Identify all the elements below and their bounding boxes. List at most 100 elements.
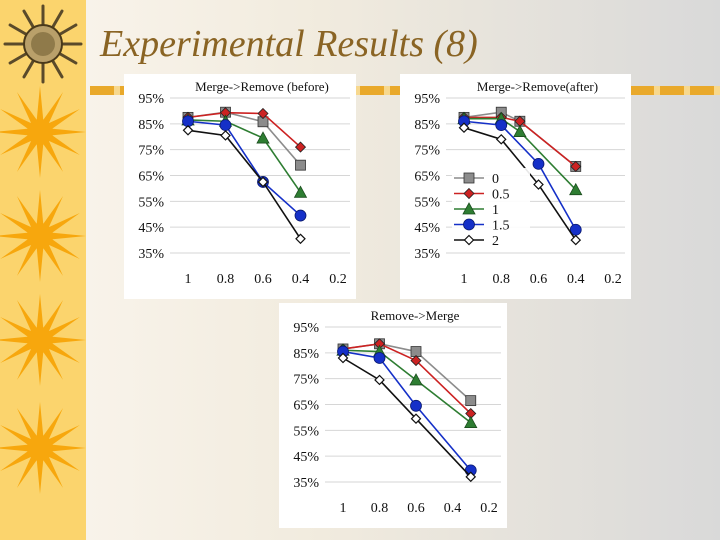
x-tick-label: 0.4 [444,501,462,516]
x-tick-label: 1 [461,272,468,287]
chart-title: Merge->Remove(after) [477,79,598,94]
data-point [464,415,478,428]
data-point [220,130,231,141]
data-point [219,119,232,132]
legend-marker [462,202,476,215]
x-tick-label: 0.8 [493,272,511,287]
series-line [342,342,472,415]
y-tick-label: 85% [414,118,440,133]
x-tick-label: 0.8 [371,501,389,516]
series-s0 [182,106,306,171]
sun-icon [0,402,86,494]
decorative-icon-column [0,4,86,494]
data-point [373,352,386,364]
data-point [295,159,306,171]
data-point [294,209,307,222]
legend-marker [463,172,475,184]
series-line [187,119,302,193]
series-line [342,350,472,471]
y-tick-label: 65% [138,170,164,185]
y-tick-label: 45% [138,221,164,236]
series-line [187,111,302,148]
legend-marker [463,187,475,200]
chart-panel-merge-remove-before: Merge->Remove (before) 95% 85% 75% 65% 55% 45%… [124,74,356,299]
data-point [294,141,307,153]
x-tick-label: 0.4 [292,272,310,287]
line-chart-1: Merge->Remove(after) 95% 85% 75% 65% 55% 45% 35… [414,79,625,287]
series-s2 [182,124,306,245]
series-s1 [181,113,308,198]
legend-label: 1 [492,203,499,218]
x-tick-label: 1 [340,501,347,516]
data-point [570,160,582,173]
y-tick-label: 95% [293,321,319,336]
legend-label: 0 [492,172,499,187]
legend-label: 2 [492,234,499,249]
line-chart-2: Remove->Merge 95% 85% 75% 65% 55% 45% 35% 1 0.8 0.… [293,308,501,516]
data-point [374,374,385,386]
y-tick-label: 55% [293,424,319,439]
x-tick-label: 0.8 [217,272,235,287]
x-tick-label: 0.6 [254,272,272,287]
data-point [182,124,194,136]
y-tick-label: 45% [293,450,319,465]
data-point [409,373,423,386]
series-line [187,120,302,217]
y-tick-label: 65% [414,170,440,185]
x-tick-label: 0.6 [530,272,548,287]
x-tick-label: 0.2 [329,272,347,287]
series-line [463,120,577,231]
data-point [410,399,422,412]
legend-label: 0.5 [492,188,510,203]
y-tick-label: 55% [138,195,164,210]
chart-title: Merge->Remove (before) [195,79,329,94]
x-tick-label: 0.2 [604,272,622,287]
sun-icon [0,294,86,386]
series-s15 [337,345,477,477]
series-line [342,357,472,478]
coin-icon [3,4,83,84]
chart-panel-merge-remove-after: Merge->Remove(after) 95% 85% 75% 65% 55% 45% 35… [400,74,631,299]
data-point [410,413,422,425]
y-tick-label: 55% [414,195,440,210]
data-point [295,233,306,245]
data-point [513,124,527,137]
x-tick-label: 1 [185,272,192,287]
data-point [410,355,422,367]
series-line [342,349,472,424]
x-tick-label: 0.6 [407,501,425,516]
data-point [495,119,508,132]
y-tick-label: 35% [293,476,319,491]
x-tick-label: 0.2 [480,501,498,516]
series-line [463,126,577,241]
y-tick-label: 85% [293,347,319,362]
legend-marker [463,218,475,231]
y-tick-label: 65% [293,399,319,414]
data-point [495,133,507,145]
series-line [464,116,577,168]
sun-icon [0,86,86,178]
y-tick-label: 35% [138,247,164,262]
data-point [465,395,477,407]
data-point [458,122,470,134]
chart-panel-remove-merge: Remove->Merge 95% 85% 75% 65% 55% 45% 35% 1 0.8 0.… [279,303,507,528]
data-point [570,234,582,246]
data-point [532,157,545,170]
series-s15 [182,115,307,222]
line-chart-0: Merge->Remove (before) 95% 85% 75% 65% 55% 45%… [138,79,350,287]
y-tick-label: 75% [138,144,164,159]
data-point [533,179,544,190]
sun-icon [0,190,86,282]
data-point [257,107,269,120]
y-tick-label: 35% [414,247,440,262]
y-tick-label: 85% [138,118,164,133]
y-tick-label: 45% [414,221,440,236]
data-point [465,471,477,483]
series-line [464,117,577,191]
legend-label: 1.5 [492,219,510,234]
data-point [337,352,349,364]
series-s2 [458,122,582,246]
data-point [257,176,269,188]
data-point [293,185,308,198]
legend-marker [463,234,475,246]
